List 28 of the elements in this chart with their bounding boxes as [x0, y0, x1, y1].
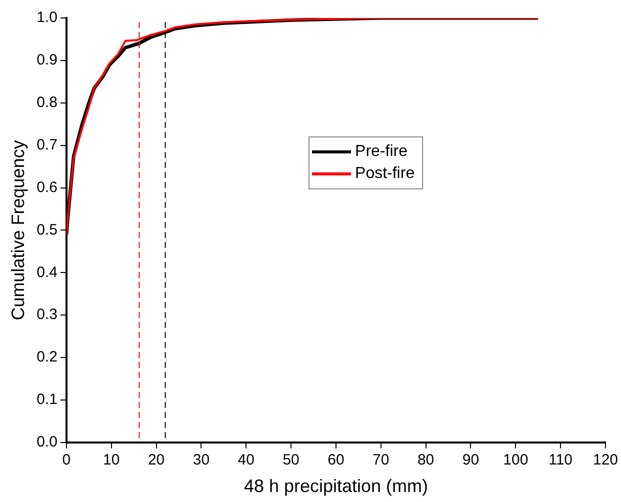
y-tick-label: 0.8 — [36, 94, 58, 112]
x-tick-label: 80 — [417, 452, 434, 469]
x-axis-title: 48 h precipitation (mm) — [244, 476, 428, 496]
legend-label: Post-fire — [355, 165, 415, 182]
x-tick-label: 110 — [548, 452, 573, 469]
y-tick-label: 0.7 — [36, 136, 58, 154]
y-tick-label: 0.3 — [36, 306, 58, 324]
x-tick-label: 120 — [592, 452, 618, 469]
y-tick-label: 0.6 — [36, 178, 58, 196]
x-tick-label: 40 — [238, 452, 254, 469]
x-tick-label: 30 — [192, 452, 210, 469]
y-tick-label: 0.2 — [36, 348, 58, 366]
x-tick-label: 10 — [103, 452, 120, 469]
y-tick-label: 0.4 — [36, 264, 58, 281]
y-tick-label: 1.0 — [36, 9, 58, 26]
legend-label: Pre-fire — [355, 143, 408, 160]
y-axis-title: Cumulative Frequency — [8, 140, 28, 320]
x-tick-label: 70 — [372, 452, 390, 469]
y-tick-label: 0.5 — [36, 221, 58, 238]
y-tick-label: 0.0 — [36, 434, 58, 451]
x-tick-label: 90 — [462, 452, 480, 469]
x-tick-label: 100 — [503, 452, 528, 469]
y-tick-label: 0.1 — [36, 391, 58, 408]
x-tick-label: 60 — [328, 452, 344, 469]
x-tick-label: 0 — [62, 452, 71, 469]
x-tick-label: 50 — [282, 452, 300, 469]
y-tick-label: 0.9 — [36, 52, 58, 69]
x-tick-label: 20 — [148, 452, 165, 469]
